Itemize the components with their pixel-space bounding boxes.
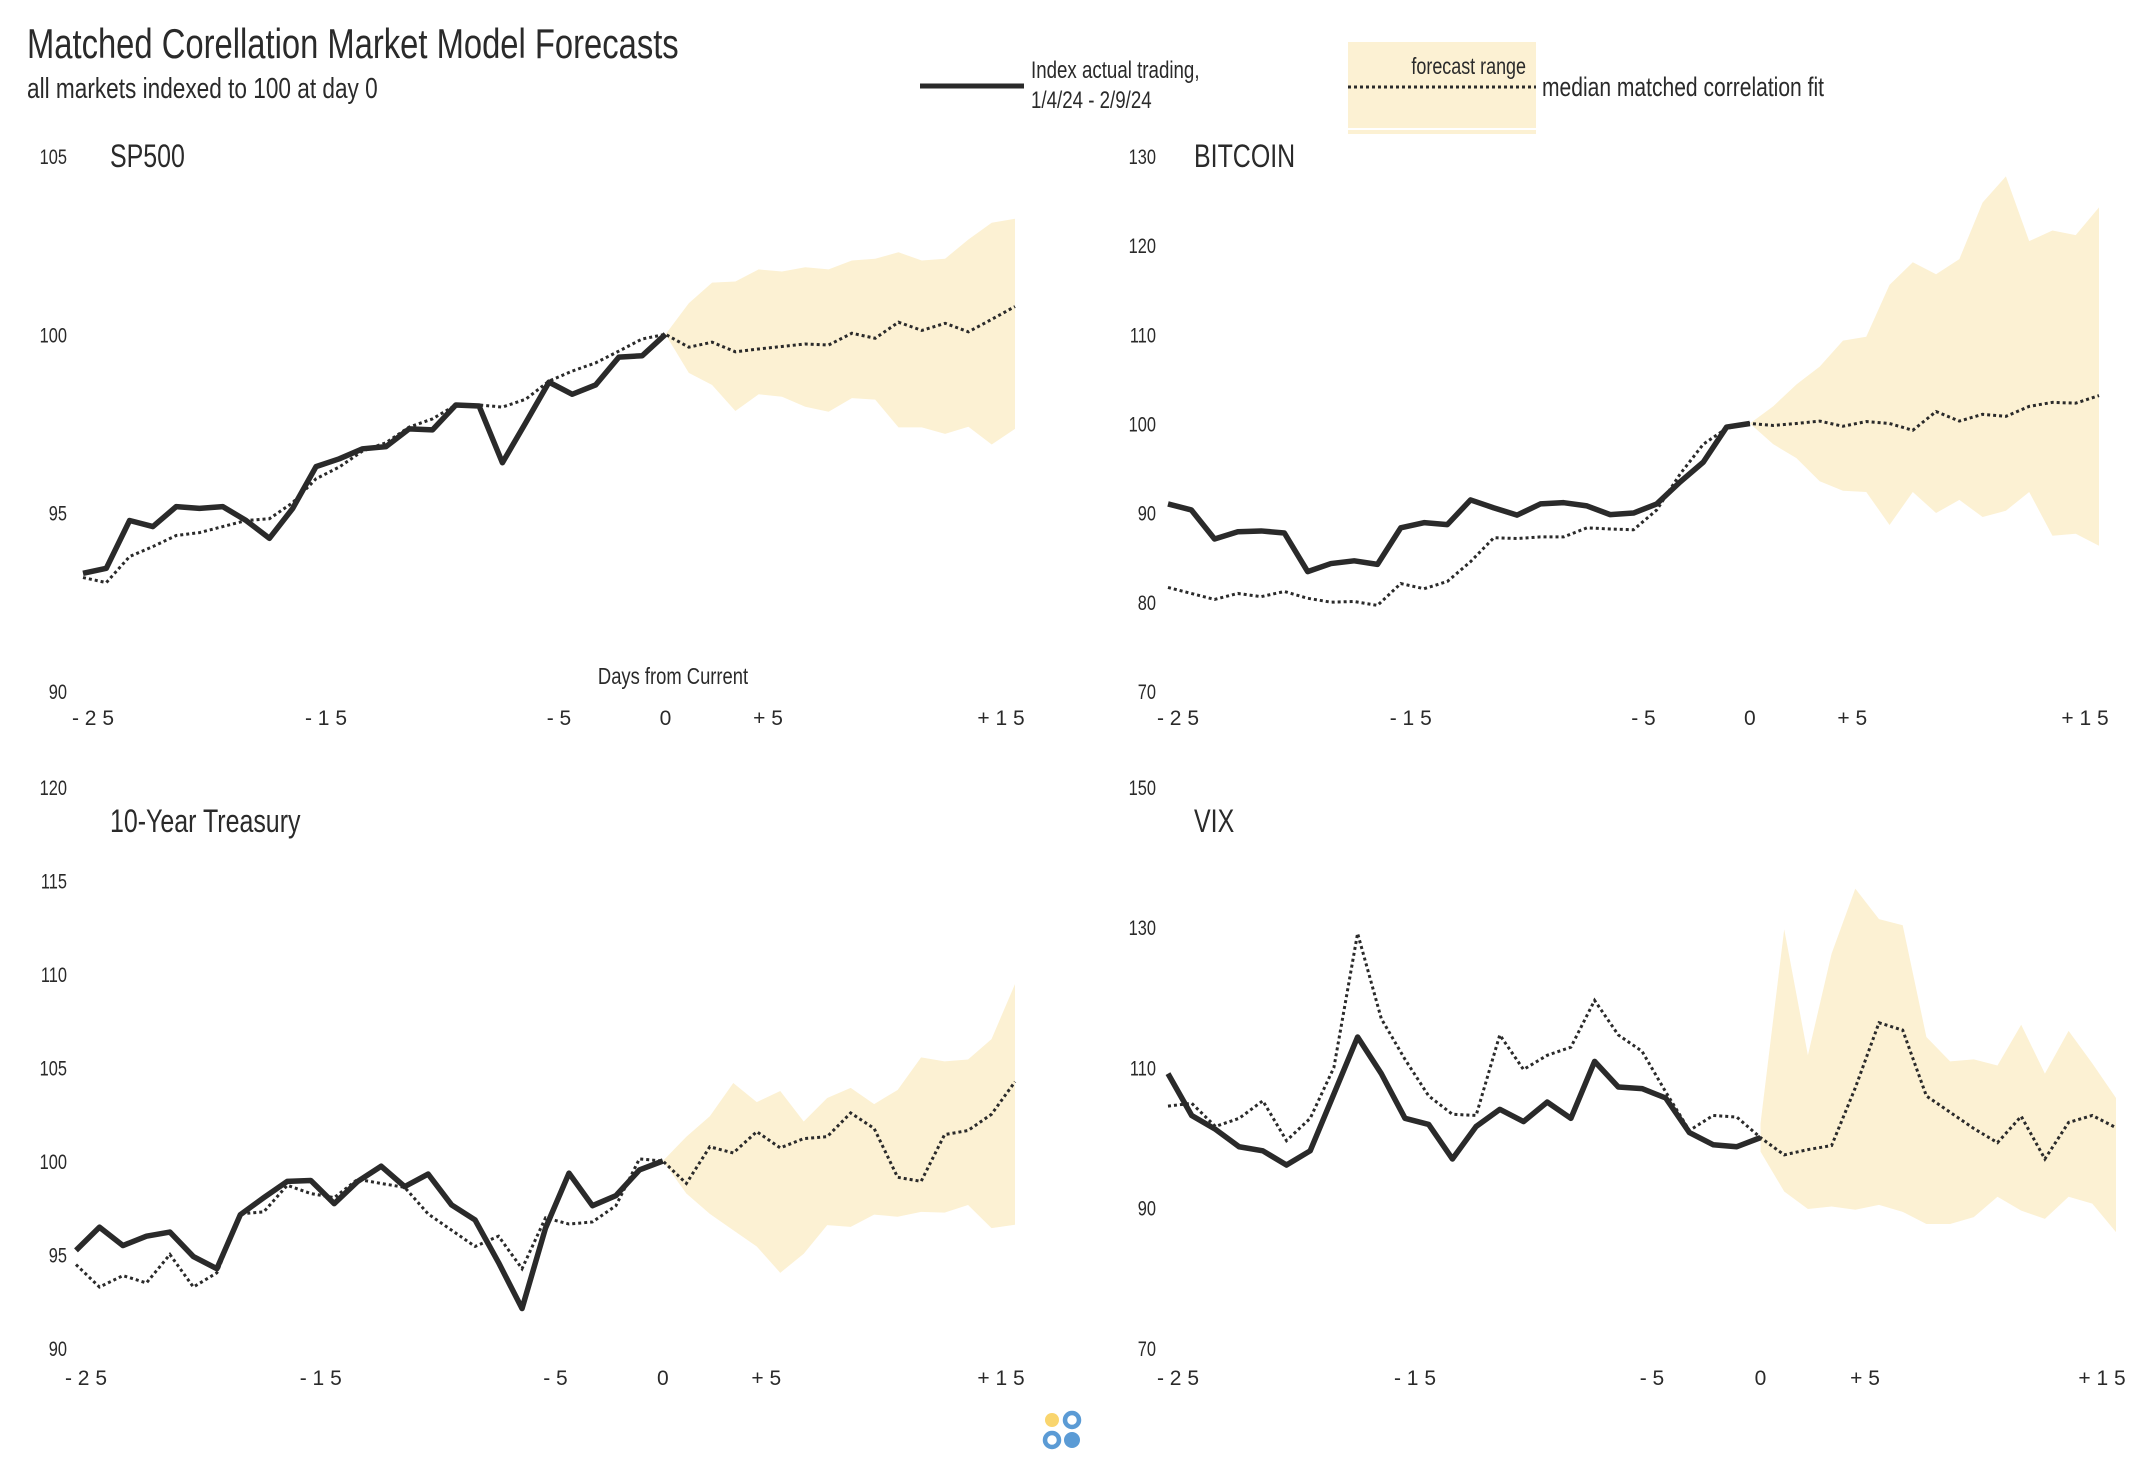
x-tick-label: + 1 5 [2078,1367,2125,1390]
x-tick-label: - 5 [547,707,572,730]
panel-title: SP500 [110,139,185,175]
y-tick-label: 110 [41,963,67,986]
y-tick-label: 90 [49,1337,67,1360]
panel-10-year-treasury: 10-Year Treasury 90 95 100 105 110 115 120 - 2 5… [40,776,1025,1390]
median-fit-line [1167,394,2100,608]
y-tick-label: 105 [40,1057,67,1080]
y-tick-label: 90 [49,680,67,703]
x-tick-label: - 1 5 [300,1367,342,1390]
legend-actual-label-line2: 1/4/24 - 2/9/24 [1031,87,1152,114]
panel-vix: VIX 70 90 110 130 150 - 2 5 - 1 5 - 5 0 + 5 + 1 5 [1129,776,2126,1390]
y-tick-label: 120 [1129,234,1156,257]
panel-title: VIX [1194,804,1234,840]
y-tick-label: 90 [1138,502,1156,525]
y-tick-label: 95 [49,502,67,525]
median-fit-line [1167,932,2117,1162]
legend-actual-label-line1: Index actual trading, [1031,57,1200,84]
x-tick-label: - 1 5 [1394,1367,1436,1390]
x-tick-label: 0 [1755,1367,1767,1390]
legend: Index actual trading, 1/4/24 - 2/9/24 fo… [920,42,1824,134]
y-tick-label: 115 [41,870,67,893]
x-tick-label: + 5 [751,1367,781,1390]
x-tick-label: 0 [657,1367,669,1390]
y-tick-label: 70 [1138,680,1156,703]
y-tick-label: 70 [1138,1337,1156,1360]
x-tick-label: 0 [660,707,672,730]
actual-trading-line [82,332,668,576]
x-tick-label: + 1 5 [977,707,1024,730]
x-tick-label: - 1 5 [305,707,347,730]
y-tick-label: 100 [1129,413,1156,436]
x-tick-label: + 5 [1837,707,1867,730]
legend-median-label: median matched correlation fit [1542,73,1824,103]
actual-trading-line [1165,1034,1762,1168]
x-tick-label: - 5 [1631,707,1656,730]
chart-title: Matched Corellation Market Model Forecas… [27,20,679,67]
x-tick-label: - 2 5 [72,707,114,730]
y-tick-label: 110 [1130,323,1156,346]
x-tick-label: + 5 [1850,1367,1880,1390]
x-tick-label: - 2 5 [1157,1367,1199,1390]
forecast-range-band [1749,176,2099,546]
x-tick-label: + 1 5 [2061,707,2108,730]
y-tick-label: 95 [49,1244,67,1267]
y-tick-label: 110 [1130,1057,1156,1080]
y-tick-label: 130 [1129,145,1156,168]
x-tick-label: + 1 5 [977,1367,1024,1390]
x-tick-label: - 1 5 [1390,707,1432,730]
x-tick-label: - 5 [1640,1367,1665,1390]
x-tick-label: - 2 5 [65,1367,107,1390]
actual-trading-line [74,1158,664,1312]
panel-bitcoin: BITCOIN 70 80 90 100 110 120 130 - 2 5 - 1 5 - 5 0 +… [1129,139,2109,730]
y-tick-label: 100 [40,323,67,346]
legend-forecast-range-label: forecast range [1411,54,1526,80]
forecast-range-band [662,984,1015,1273]
legend-forecast-range-swatch [1348,42,1536,128]
x-axis-label: Days from Current [598,664,748,689]
y-tick-label: 150 [1129,776,1156,799]
y-tick-label: 105 [40,145,67,168]
legend-forecast-range-strip [1348,130,1536,134]
x-tick-label: - 2 5 [1157,707,1199,730]
chart-subtitle: all markets indexed to 100 at day 0 [27,71,378,104]
y-tick-label: 120 [40,776,67,799]
panel-title: BITCOIN [1194,139,1295,175]
brand-logo-icon [1042,1410,1082,1450]
x-tick-label: - 5 [543,1367,568,1390]
y-tick-label: 100 [40,1150,67,1173]
forecast-range-band [1760,888,2116,1233]
panel-title: 10-Year Treasury [110,804,301,840]
y-tick-label: 90 [1138,1197,1156,1220]
x-tick-label: + 5 [753,707,783,730]
y-tick-label: 80 [1138,591,1156,614]
actual-trading-line [1167,420,1751,575]
panel-sp500: SP500 90 95 100 105 - 2 5 - 1 5 - 5 0 + 5 + 1 5 [40,139,1025,730]
x-tick-label: 0 [1744,707,1756,730]
y-tick-label: 130 [1129,916,1156,939]
forecast-range-band [665,218,1015,445]
